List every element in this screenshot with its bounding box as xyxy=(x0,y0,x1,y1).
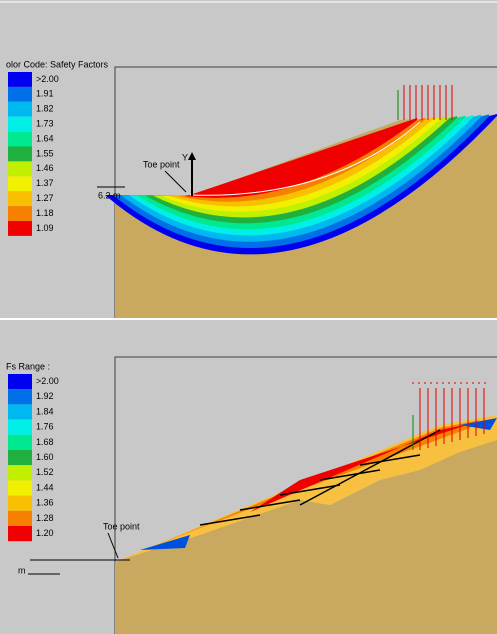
legend-label: 1.20 xyxy=(36,528,54,538)
slip-band xyxy=(185,118,417,198)
legend-swatch xyxy=(8,176,32,192)
legend-swatch xyxy=(8,404,32,420)
legend-label: >2.00 xyxy=(36,376,59,386)
height-label: m xyxy=(18,565,26,575)
legend-label: 1.91 xyxy=(36,89,54,99)
legend-swatch xyxy=(8,161,32,177)
legend-label: 1.84 xyxy=(36,406,54,416)
legend-label: >2.00 xyxy=(36,74,59,84)
legend-swatch xyxy=(8,72,32,87)
legend-swatch xyxy=(8,374,32,390)
legend-swatch xyxy=(8,101,32,117)
legend-swatch xyxy=(8,206,32,221)
frame xyxy=(114,356,497,634)
legend-swatch xyxy=(8,434,32,450)
legend-label: 1.64 xyxy=(36,133,54,143)
legend-swatch xyxy=(8,131,32,147)
legend-swatch xyxy=(8,116,32,132)
slip-outline xyxy=(189,121,421,196)
legend-swatch xyxy=(8,419,32,435)
legend-label: 1.46 xyxy=(36,163,54,173)
axis-label: Y xyxy=(182,152,188,162)
toe-label: Toe point xyxy=(143,159,180,169)
legend-title: olor Code: Safety Factors xyxy=(6,59,109,69)
toe-label: Toe point xyxy=(103,521,140,531)
legend-swatch xyxy=(8,389,32,405)
legend-swatch xyxy=(8,495,32,511)
leader xyxy=(107,532,119,559)
height-label: 6.2 m xyxy=(98,190,121,200)
legend-label: 1.36 xyxy=(36,498,54,508)
arrowhead xyxy=(188,152,196,160)
panel: Toe point m Fs Range : >2.00 1.92 1.84 1.76 1… xyxy=(6,356,497,634)
legend-label: 1.76 xyxy=(36,422,54,432)
legend-label: 1.52 xyxy=(36,467,54,477)
legend-swatch xyxy=(8,86,32,102)
legend-label: 1.60 xyxy=(36,452,54,462)
load xyxy=(419,388,485,450)
legend-label: 1.37 xyxy=(36,178,54,188)
legend-label: 1.09 xyxy=(36,223,54,233)
panel: Toe point Y 6.2 m olor Code: Safety Fact… xyxy=(6,59,497,318)
legend-swatch xyxy=(8,510,32,526)
legend-swatch xyxy=(8,526,32,542)
legend-label: 1.73 xyxy=(36,119,54,129)
slices xyxy=(199,429,441,526)
load xyxy=(403,85,453,120)
legend-label: 1.55 xyxy=(36,148,54,158)
legend-swatch xyxy=(8,191,32,207)
legend-label: 1.44 xyxy=(36,482,54,492)
legend-swatch xyxy=(8,465,32,481)
legend-label: 1.68 xyxy=(36,437,54,447)
legend-swatch xyxy=(8,450,32,466)
legend-label: 1.27 xyxy=(36,193,54,203)
legend-title: Fs Range : xyxy=(6,361,50,371)
legend-label: 1.28 xyxy=(36,513,54,523)
legend-swatch xyxy=(8,480,32,496)
legend-swatch xyxy=(8,221,32,236)
legend-label: 1.18 xyxy=(36,208,54,218)
legend-label: 1.92 xyxy=(36,391,54,401)
legend-swatch xyxy=(8,146,32,162)
legend-label: 1.82 xyxy=(36,104,54,114)
soil xyxy=(115,440,497,634)
leader xyxy=(164,170,187,193)
